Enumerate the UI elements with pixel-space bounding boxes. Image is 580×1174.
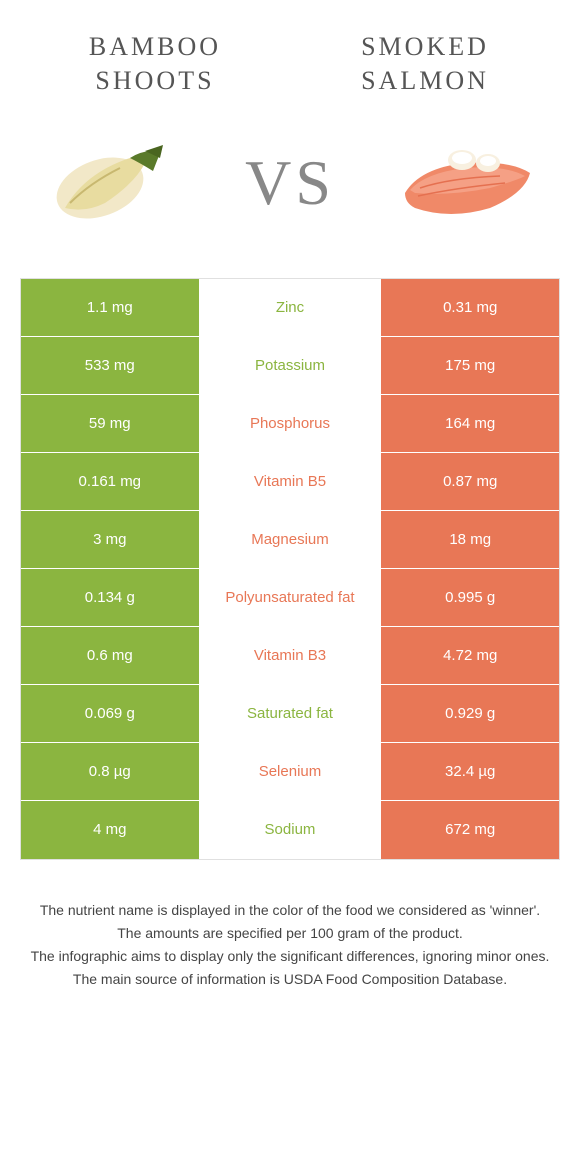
smoked-salmon-image xyxy=(390,128,540,238)
nutrient-label: Vitamin B5 xyxy=(199,453,382,510)
table-row: 4 mgSodium672 mg xyxy=(21,801,559,859)
left-value: 0.161 mg xyxy=(21,453,199,510)
nutrient-label: Zinc xyxy=(199,279,382,336)
right-value: 32.4 µg xyxy=(381,743,559,800)
right-value: 672 mg xyxy=(381,801,559,859)
left-value: 1.1 mg xyxy=(21,279,199,336)
table-row: 0.069 gSaturated fat0.929 g xyxy=(21,685,559,743)
left-value: 0.6 mg xyxy=(21,627,199,684)
table-row: 1.1 mgZinc0.31 mg xyxy=(21,279,559,337)
table-row: 0.161 mgVitamin B50.87 mg xyxy=(21,453,559,511)
table-row: 3 mgMagnesium18 mg xyxy=(21,511,559,569)
bamboo-shoots-image xyxy=(40,128,190,238)
header: Bamboo shoots Smoked salmon xyxy=(0,20,580,128)
footnote-line: The infographic aims to display only the… xyxy=(30,946,550,967)
left-food-title: Bamboo shoots xyxy=(34,30,277,98)
left-value: 4 mg xyxy=(21,801,199,859)
nutrient-label: Vitamin B3 xyxy=(199,627,382,684)
left-value: 533 mg xyxy=(21,337,199,394)
right-value: 164 mg xyxy=(381,395,559,452)
left-value: 59 mg xyxy=(21,395,199,452)
table-row: 59 mgPhosphorus164 mg xyxy=(21,395,559,453)
right-food-title: Smoked salmon xyxy=(304,30,547,98)
vs-label: VS xyxy=(245,146,335,220)
right-value: 0.995 g xyxy=(381,569,559,626)
footnote-line: The nutrient name is displayed in the co… xyxy=(30,900,550,921)
salmon-icon xyxy=(390,138,540,228)
nutrient-label: Polyunsaturated fat xyxy=(199,569,382,626)
right-value: 0.31 mg xyxy=(381,279,559,336)
footnotes: The nutrient name is displayed in the co… xyxy=(0,860,580,990)
left-value: 0.8 µg xyxy=(21,743,199,800)
footnote-line: The main source of information is USDA F… xyxy=(30,969,550,990)
nutrient-label: Selenium xyxy=(199,743,382,800)
nutrient-label: Phosphorus xyxy=(199,395,382,452)
nutrient-label: Sodium xyxy=(199,801,382,859)
nutrient-label: Potassium xyxy=(199,337,382,394)
table-row: 0.8 µgSelenium32.4 µg xyxy=(21,743,559,801)
nutrient-label: Magnesium xyxy=(199,511,382,568)
bamboo-icon xyxy=(45,133,185,233)
left-value: 0.069 g xyxy=(21,685,199,742)
nutrient-label: Saturated fat xyxy=(199,685,382,742)
table-row: 533 mgPotassium175 mg xyxy=(21,337,559,395)
right-value: 0.87 mg xyxy=(381,453,559,510)
right-value: 18 mg xyxy=(381,511,559,568)
left-value: 3 mg xyxy=(21,511,199,568)
table-row: 0.134 gPolyunsaturated fat0.995 g xyxy=(21,569,559,627)
vs-row: VS xyxy=(0,128,580,278)
table-row: 0.6 mgVitamin B34.72 mg xyxy=(21,627,559,685)
right-value: 175 mg xyxy=(381,337,559,394)
right-value: 0.929 g xyxy=(381,685,559,742)
left-value: 0.134 g xyxy=(21,569,199,626)
footnote-line: The amounts are specified per 100 gram o… xyxy=(30,923,550,944)
right-value: 4.72 mg xyxy=(381,627,559,684)
nutrient-comparison-table: 1.1 mgZinc0.31 mg533 mgPotassium175 mg59… xyxy=(20,278,560,860)
